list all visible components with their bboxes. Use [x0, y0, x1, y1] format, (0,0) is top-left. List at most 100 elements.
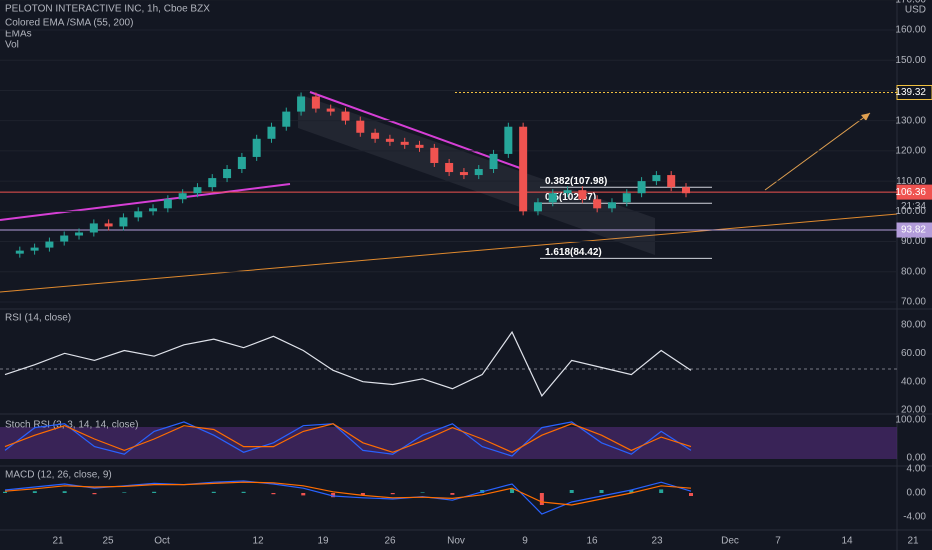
candle: [533, 202, 542, 212]
y-tick-label: 130.00: [895, 115, 926, 126]
candle: [637, 181, 646, 194]
y-tick-label: 60.00: [901, 348, 926, 359]
candle: [667, 175, 676, 188]
candle: [415, 144, 424, 148]
candle: [45, 241, 54, 248]
stoch-d: [4, 423, 692, 453]
macd-hist: [62, 491, 67, 493]
macd-hist: [32, 491, 37, 493]
countdown: 21:34: [901, 201, 926, 212]
macd-hist: [122, 492, 127, 493]
candle: [267, 126, 276, 139]
macd-hist: [569, 490, 574, 493]
macd-hist: [689, 493, 693, 496]
x-tick-label: 14: [841, 536, 853, 547]
y-tick-label: 0.00: [907, 488, 927, 499]
candle: [504, 126, 513, 154]
macd-hist: [539, 493, 544, 505]
candle: [119, 217, 128, 227]
candle: [341, 111, 350, 121]
macd-hist: [360, 493, 365, 496]
y-tick-label: 100.00: [895, 415, 926, 426]
candle: [311, 96, 320, 109]
candle: [134, 211, 143, 218]
x-tick-label: 21: [907, 536, 919, 547]
macd-hist: [420, 492, 425, 493]
candle: [223, 169, 232, 179]
price-tag-label: 106.36: [895, 187, 926, 198]
x-tick-label: 25: [102, 536, 114, 547]
candle: [430, 147, 439, 163]
macd-hist: [599, 490, 604, 493]
candle: [371, 132, 380, 139]
y-tick-label: 90.00: [901, 236, 926, 247]
y-tick-label: -4.00: [903, 512, 926, 523]
candle: [193, 187, 202, 194]
trendline: [309, 91, 521, 169]
x-tick-label: 26: [384, 536, 396, 547]
pane-title: MACD (12, 26, close, 9): [5, 470, 112, 481]
candle: [104, 223, 113, 227]
candle: [75, 232, 84, 236]
price-tag-label: 93.82: [901, 225, 926, 236]
candle: [297, 96, 306, 112]
indicator-label: Vol: [5, 40, 19, 51]
trendline: [0, 213, 898, 293]
macd-hist: [390, 493, 395, 495]
arrow-head: [861, 113, 870, 121]
indicator-label: Colored EMA /SMA (55, 200): [5, 18, 133, 29]
macd-hist: [659, 489, 664, 493]
x-tick-label: 19: [317, 536, 329, 547]
y-tick-label: 0.00: [907, 453, 927, 464]
pane-title: Stoch RSI (3, 3, 14, 14, close): [5, 420, 138, 431]
macd-hist: [510, 488, 515, 493]
pane-title: RSI (14, close): [5, 313, 71, 324]
x-tick-label: Nov: [447, 536, 465, 547]
x-tick-label: 9: [522, 536, 528, 547]
candle: [652, 175, 661, 182]
macd-hist: [301, 493, 306, 496]
candle: [489, 153, 498, 170]
chart-title: PELOTON INTERACTIVE INC, 1h, Cboe BZX: [5, 4, 210, 15]
candle: [548, 193, 557, 203]
candle: [474, 169, 483, 176]
price-tag: [896, 184, 932, 200]
candle: [237, 156, 246, 170]
y-tick-label: 40.00: [901, 376, 926, 387]
x-tick-label: Dec: [721, 536, 739, 547]
fib-label: 1.618(84.42): [545, 247, 602, 258]
candle: [60, 235, 69, 242]
rsi-line: [4, 330, 692, 397]
y-tick-label: 150.00: [895, 55, 926, 66]
price-tag: [896, 84, 932, 100]
candle: [607, 202, 616, 209]
fib-label: 0.382(107.98): [545, 176, 607, 187]
macd-hist: [241, 491, 246, 493]
candle: [682, 187, 690, 194]
macd-hist: [211, 491, 216, 493]
y-tick-label: 80.00: [901, 320, 926, 331]
currency: USD: [905, 5, 926, 16]
candle: [578, 190, 587, 200]
price-tag-label: 139.32: [895, 87, 926, 98]
candle: [208, 178, 217, 188]
y-tick-label: 110.00: [896, 176, 926, 187]
candle: [563, 190, 572, 194]
candle: [149, 208, 158, 212]
y-tick-label: 20.00: [901, 405, 926, 416]
y-tick-label: 100.00: [895, 206, 926, 217]
candle: [622, 193, 631, 203]
price-tag: [896, 222, 932, 238]
x-tick-label: 12: [252, 536, 264, 547]
x-tick-label: 21: [52, 536, 64, 547]
candle: [252, 138, 261, 157]
y-tick-label: 80.00: [901, 266, 926, 277]
macd-hist: [331, 493, 336, 498]
candle: [163, 199, 172, 209]
candle: [178, 193, 187, 200]
candle: [445, 162, 454, 173]
candle: [459, 172, 468, 176]
y-tick-label: 120.00: [895, 146, 926, 157]
